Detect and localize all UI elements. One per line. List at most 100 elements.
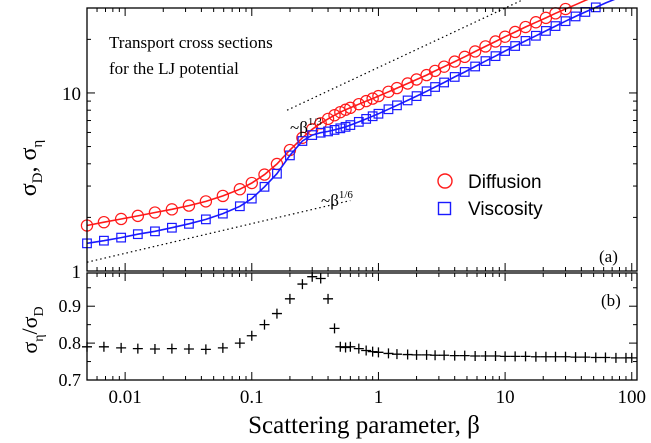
panel-a-label: (a) <box>599 247 618 266</box>
point-viscosity <box>470 61 481 72</box>
point-viscosity <box>392 100 402 111</box>
point-ratio <box>459 350 470 361</box>
point-ratio <box>439 350 450 361</box>
point-ratio <box>183 344 194 355</box>
point-ratio <box>200 344 211 355</box>
point-ratio <box>430 350 441 361</box>
y-tick-label-b: 0.7 <box>59 370 82 390</box>
point-viscosity <box>272 168 282 179</box>
point-viscosity <box>315 127 326 138</box>
point-diffusion <box>352 97 366 111</box>
point-viscosity <box>335 123 346 134</box>
point-ratio <box>421 349 432 360</box>
plot-frame-a <box>86 7 638 272</box>
point-ratio <box>340 342 351 353</box>
point-diffusion <box>359 94 373 108</box>
point-diffusion <box>97 215 111 229</box>
y-axis-label-a: σD, ση <box>16 140 46 197</box>
point-ratio <box>510 351 521 362</box>
guide-label-sixth: ~β1/6 <box>321 189 353 210</box>
y-tick-label-a: 10 <box>62 84 81 105</box>
point-ratio <box>297 279 308 290</box>
point-diffusion <box>382 85 395 98</box>
panel-a: 1 10 <box>62 0 638 283</box>
guide-label-third: ~β1/3 <box>290 116 322 137</box>
point-viscosity <box>259 181 270 192</box>
point-ratio <box>329 323 340 334</box>
point-diffusion <box>519 20 532 34</box>
point-ratio <box>373 347 384 358</box>
point-diffusion <box>366 92 379 105</box>
point-diffusion <box>559 2 572 16</box>
point-diffusion <box>182 199 196 212</box>
point-ratio <box>271 308 282 319</box>
point-diffusion <box>321 112 335 126</box>
point-diffusion <box>233 183 247 196</box>
point-ratio <box>323 293 334 304</box>
legend-diffusion-label: Diffusion <box>468 172 542 193</box>
point-ratio <box>367 346 378 357</box>
point-ratio <box>391 349 402 360</box>
point-viscosity <box>184 218 194 229</box>
point-ratio <box>540 351 551 362</box>
point-ratio <box>345 341 356 352</box>
point-viscosity <box>373 108 384 119</box>
point-diffusion <box>165 203 179 216</box>
point-viscosity <box>490 51 501 62</box>
point-diffusion <box>114 212 128 226</box>
point-ratio <box>480 351 491 362</box>
point-ratio <box>490 351 501 362</box>
point-diffusion <box>458 50 471 64</box>
legend: Diffusion Viscosity <box>437 172 543 220</box>
point-diffusion <box>468 45 482 58</box>
plot-frame-b <box>86 272 638 381</box>
point-ratio <box>246 330 257 341</box>
legend-viscosity-label: Viscosity <box>468 199 543 220</box>
point-viscosity <box>323 126 333 137</box>
y-tick-label-a: 1 <box>72 262 82 283</box>
point-ratio <box>600 352 611 363</box>
x-tick-label: 0.1 <box>240 387 264 408</box>
point-diffusion <box>448 55 461 68</box>
point-diffusion <box>258 168 271 181</box>
point-ratio <box>560 351 571 362</box>
point-viscosity <box>550 21 561 31</box>
y-tick-label-b: 0.9 <box>59 296 82 316</box>
point-ratio <box>335 341 346 352</box>
point-ratio <box>530 351 541 362</box>
point-diffusion <box>529 16 543 29</box>
point-viscosity <box>329 125 340 135</box>
point-viscosity <box>480 56 491 66</box>
point-diffusion <box>131 209 145 223</box>
point-ratio <box>402 349 413 360</box>
point-viscosity <box>439 77 450 88</box>
point-viscosity <box>520 36 531 46</box>
point-viscosity <box>166 222 177 233</box>
point-viscosity <box>217 208 228 219</box>
point-ratio <box>284 293 295 304</box>
point-ratio <box>580 352 591 363</box>
point-diffusion <box>508 25 522 39</box>
point-viscosity <box>459 67 470 77</box>
y-axis-label-b: ση/σD <box>17 306 47 353</box>
point-ratio <box>626 352 637 363</box>
point-ratio <box>307 271 318 282</box>
point-viscosity <box>285 150 295 161</box>
guide-line-1 <box>286 0 524 111</box>
point-viscosity <box>246 193 257 204</box>
point-diffusion <box>216 189 230 203</box>
point-viscosity <box>570 11 581 22</box>
point-diffusion <box>390 81 404 95</box>
point-viscosity <box>361 113 372 124</box>
point-viscosity <box>560 16 571 27</box>
guide-line-2 <box>86 199 351 263</box>
point-ratio <box>116 342 127 353</box>
point-ratio <box>520 351 531 362</box>
x-tick-label: 0.01 <box>109 387 142 408</box>
point-viscosity <box>234 201 245 212</box>
point-ratio <box>98 341 109 352</box>
x-axis-label: Scattering parameter, β <box>248 412 480 439</box>
panel-b-label: (b) <box>601 291 621 310</box>
point-viscosity <box>200 214 211 225</box>
point-ratio <box>383 348 394 359</box>
